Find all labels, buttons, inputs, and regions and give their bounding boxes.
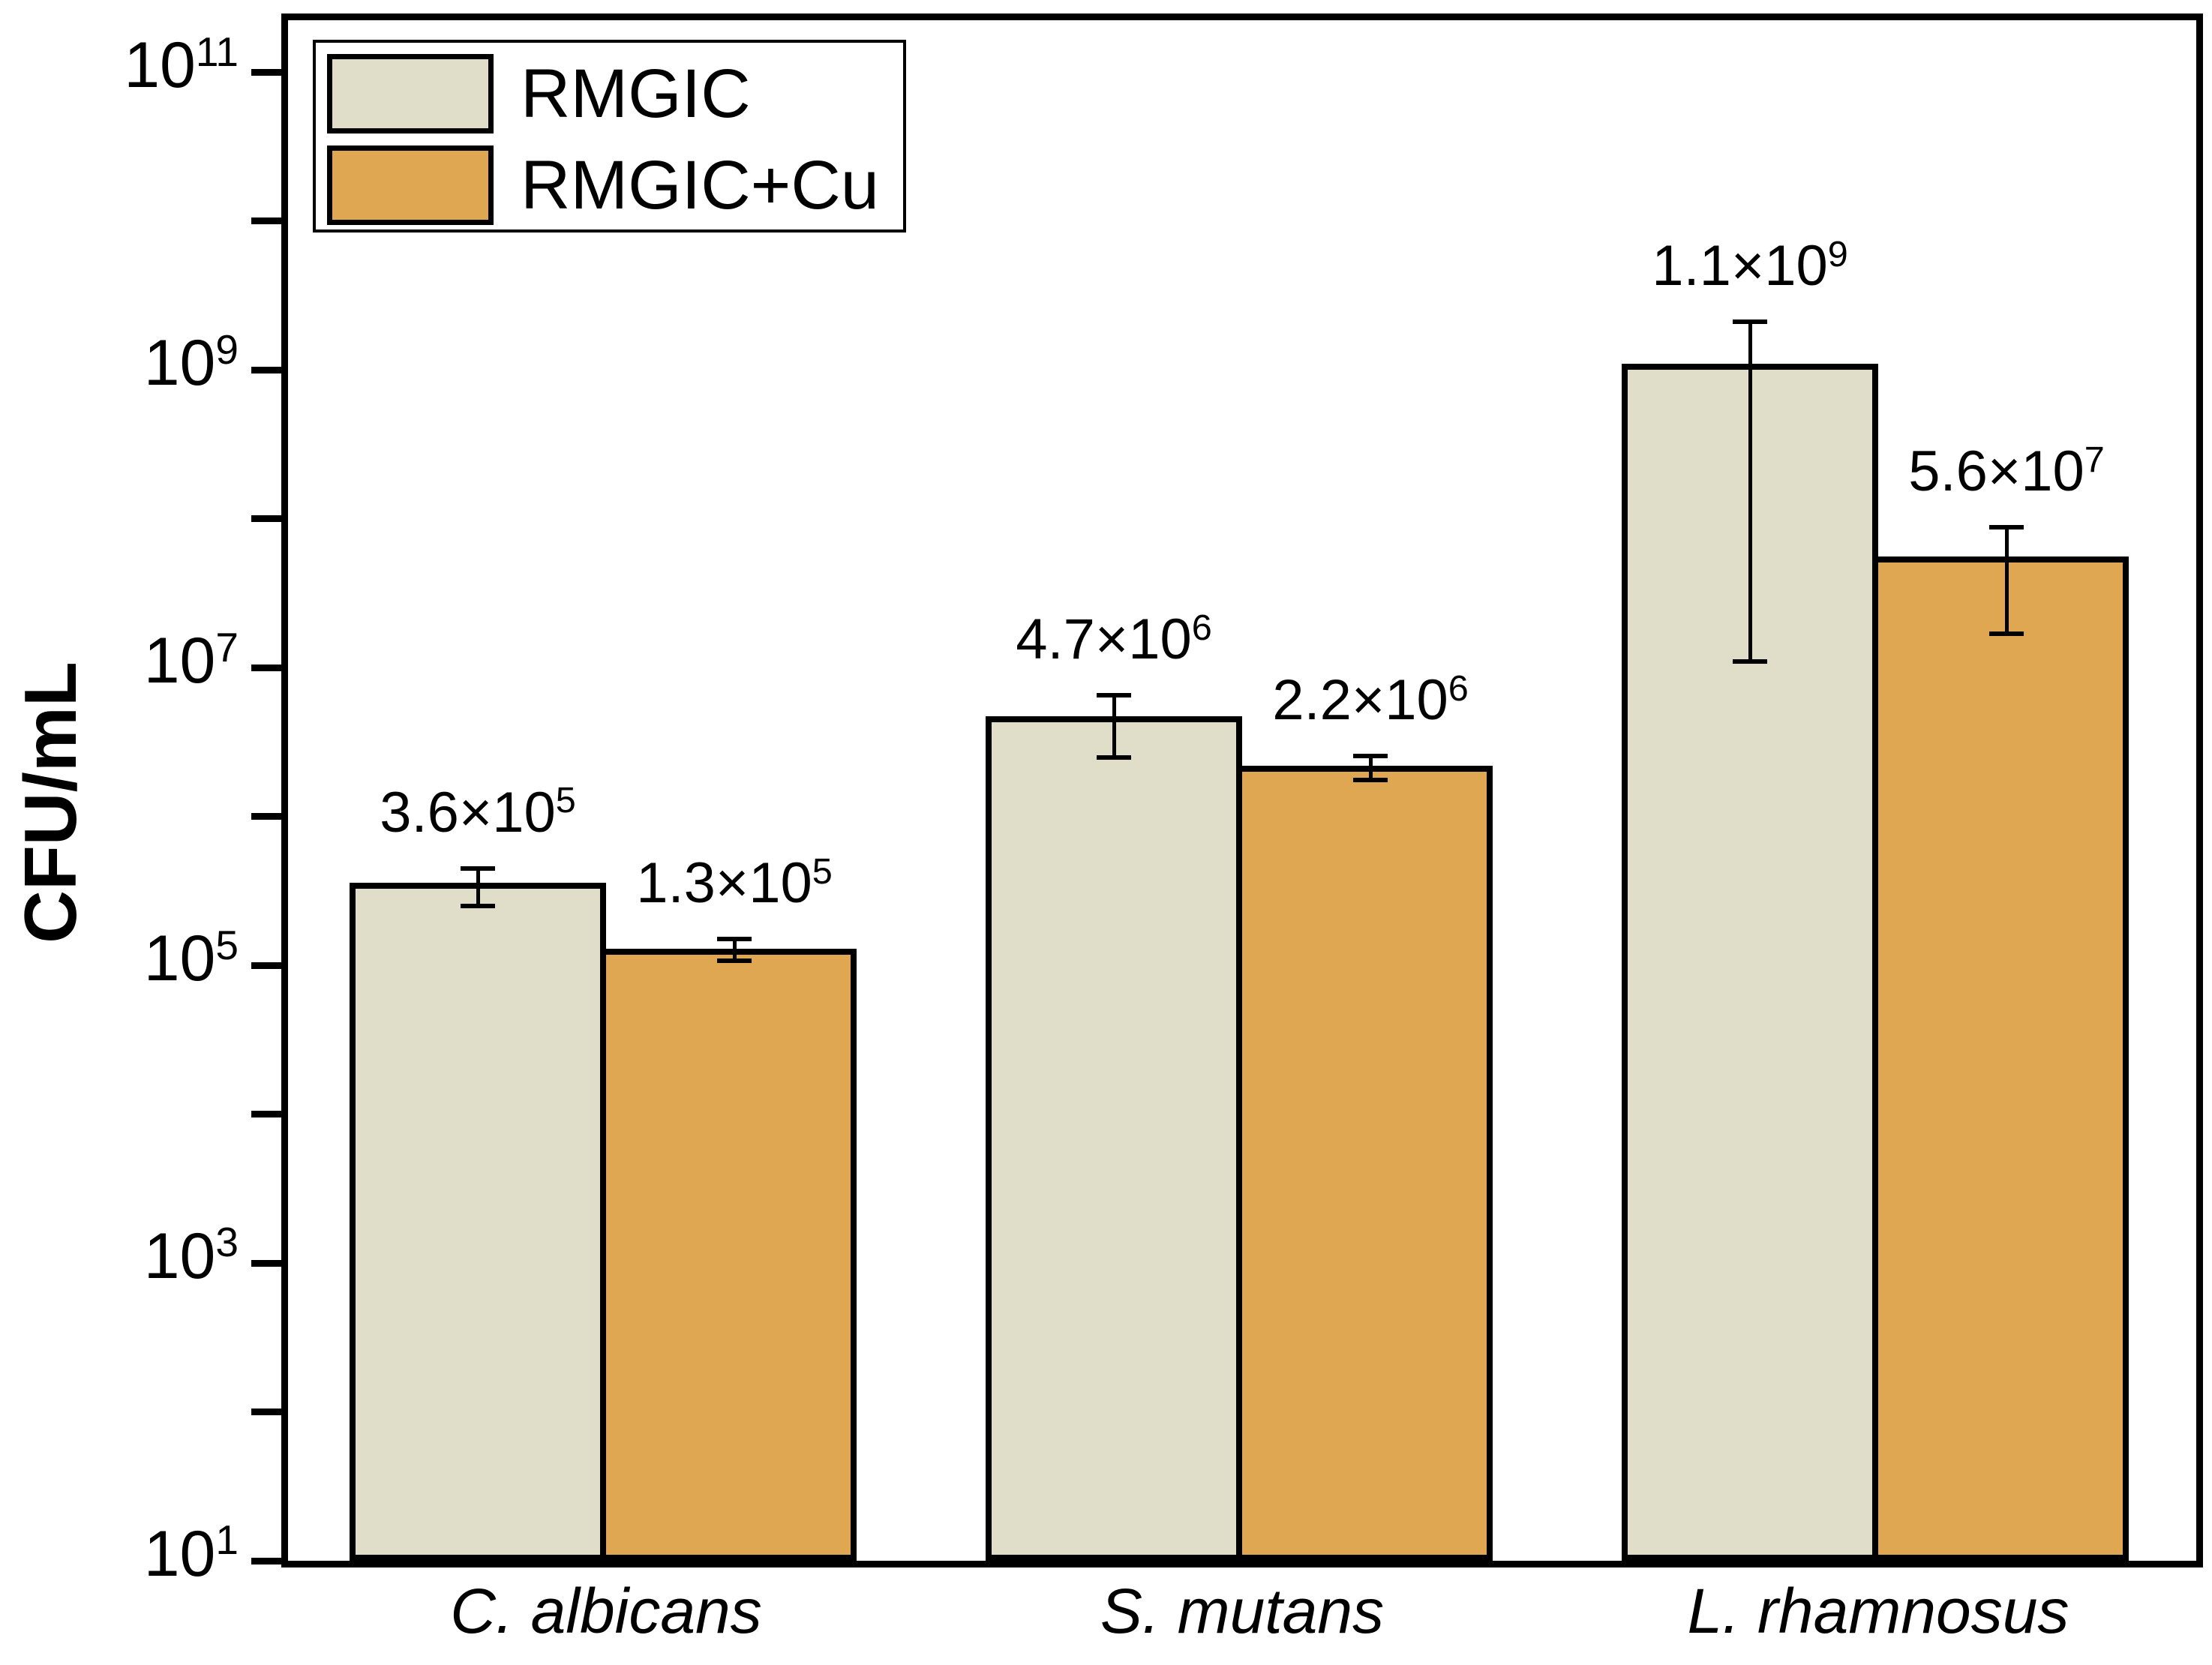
error-bar-cap-bottom xyxy=(1353,778,1388,783)
plot-frame: 3.6×105 1.3×105 4.7×106 2.2×106 1.1×109 5.6×1… xyxy=(281,14,2203,1568)
error-bar-cap-bottom xyxy=(461,904,495,909)
error-bar xyxy=(476,868,480,907)
error-bar xyxy=(732,939,737,961)
error-bar xyxy=(2004,526,2009,634)
error-bar-cap-top xyxy=(1097,693,1131,698)
label-base: 1.1×10 xyxy=(1652,234,1828,298)
error-bar-cap-bottom xyxy=(1097,754,1131,760)
label-exponent: 6 xyxy=(1191,608,1212,649)
y-tick-label: 1011 xyxy=(0,31,239,98)
y-tick xyxy=(251,218,281,225)
y-tick xyxy=(251,1111,281,1118)
y-tick-label: 101 xyxy=(0,1520,239,1586)
y-tick xyxy=(251,366,281,374)
label-base: 1.3×10 xyxy=(636,851,812,916)
legend-row: RMGIC+Cu xyxy=(327,146,879,225)
label-exponent: 7 xyxy=(215,623,239,670)
y-tick-label: 105 xyxy=(0,924,239,991)
label-base: 4.7×10 xyxy=(1016,608,1192,672)
label-base: 5.6×10 xyxy=(1908,439,2084,503)
error-bar-cap-bottom xyxy=(717,958,752,963)
error-bar-cap-top xyxy=(1989,524,2024,530)
bar-value-label: 5.6×107 xyxy=(1766,439,2212,503)
legend-swatch xyxy=(327,54,494,134)
bar-value-label: 2.2×106 xyxy=(1130,670,1610,729)
bar xyxy=(1236,765,1493,1561)
label-base: 10 xyxy=(143,922,216,995)
y-tick-label: 103 xyxy=(0,1222,239,1288)
legend-swatch xyxy=(327,146,494,225)
label-exponent: 6 xyxy=(1448,668,1469,709)
x-category-label: S. mutans xyxy=(1100,1576,1385,1646)
error-bar xyxy=(1368,756,1373,781)
legend-label: RMGIC xyxy=(521,56,751,132)
y-tick xyxy=(251,664,281,671)
y-tick xyxy=(251,1408,281,1416)
y-tick-label: 107 xyxy=(0,626,239,693)
legend: RMGIC RMGIC+Cu xyxy=(313,40,906,232)
label-exponent: 9 xyxy=(215,326,239,373)
label-exponent: 9 xyxy=(1827,234,1848,275)
bar xyxy=(986,716,1242,1561)
y-tick xyxy=(251,68,281,76)
y-tick xyxy=(251,1557,281,1564)
bar xyxy=(600,948,857,1561)
error-bar-cap-top xyxy=(1353,754,1388,759)
y-tick xyxy=(251,813,281,820)
y-tick xyxy=(251,515,281,523)
y-tick xyxy=(251,1259,281,1267)
label-base: 2.2×10 xyxy=(1272,668,1448,733)
label-exponent: 3 xyxy=(215,1219,239,1266)
label-exponent: 1 xyxy=(215,1516,239,1564)
bar xyxy=(1872,556,2129,1561)
legend-row: RMGIC xyxy=(327,54,751,134)
error-bar-cap-top xyxy=(461,866,495,871)
label-base: 10 xyxy=(143,327,216,400)
error-bar-cap-bottom xyxy=(1733,659,1767,664)
bar xyxy=(350,882,606,1561)
x-category-label: L. rhamnosus xyxy=(1687,1576,2069,1646)
label-exponent: 5 xyxy=(812,850,833,892)
bar-value-label: 1.3×105 xyxy=(494,854,974,912)
error-bar xyxy=(1112,695,1116,758)
error-bar xyxy=(1748,322,1752,662)
error-bar-cap-top xyxy=(717,937,752,942)
y-tick xyxy=(251,962,281,969)
error-bar-cap-bottom xyxy=(1989,631,2024,636)
bar-value-label: 3.6×105 xyxy=(238,780,718,844)
label-exponent: 7 xyxy=(2084,439,2105,480)
label-exponent: 11 xyxy=(195,28,239,75)
label-base: 10 xyxy=(124,29,196,102)
x-category-label: C. albicans xyxy=(450,1576,762,1646)
legend-label: RMGIC+Cu xyxy=(521,147,879,224)
label-base: 10 xyxy=(143,625,216,698)
label-exponent: 5 xyxy=(555,780,576,821)
label-exponent: 5 xyxy=(215,921,239,968)
label-base: 10 xyxy=(143,1220,216,1293)
y-tick-label: 109 xyxy=(0,328,239,395)
bar-value-label: 1.1×109 xyxy=(1510,236,1990,295)
label-base: 10 xyxy=(143,1518,216,1590)
label-base: 3.6×10 xyxy=(380,780,556,844)
bar-value-label: 4.7×106 xyxy=(874,608,1354,672)
error-bar-cap-top xyxy=(1733,320,1767,325)
